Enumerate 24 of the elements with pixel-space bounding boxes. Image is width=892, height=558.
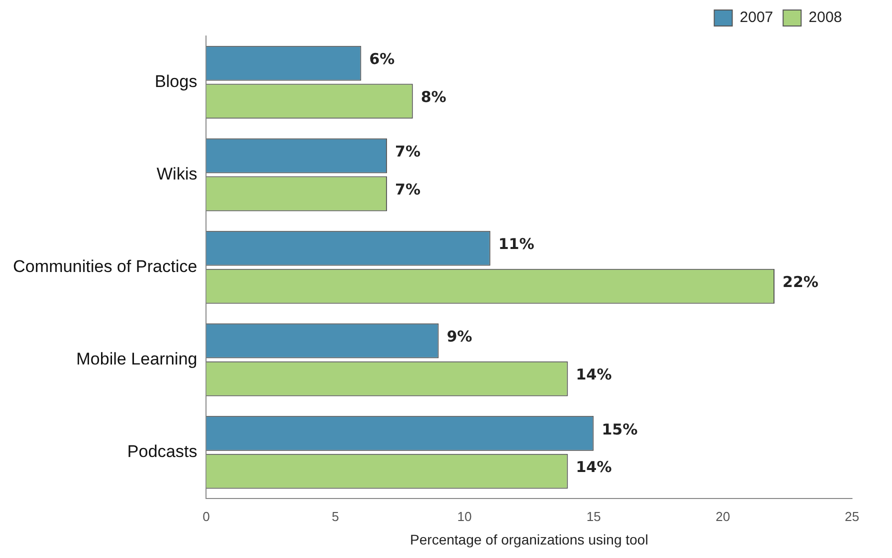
data-label: 14% — [576, 458, 612, 476]
data-label: 8% — [420, 88, 446, 106]
x-tick-label: 25 — [844, 508, 860, 524]
x-axis-title: Percentage of organizations using tool — [410, 531, 648, 548]
y-tick-label: Podcasts — [127, 442, 198, 462]
data-label: 11% — [498, 235, 534, 254]
data-label: 9% — [446, 328, 472, 346]
y-tick-label: Blogs — [154, 72, 198, 91]
legend-label: 2007 — [740, 9, 774, 26]
x-tick-label: 0 — [202, 508, 210, 524]
y-tick-label: Wikis — [156, 164, 198, 184]
x-tick-label: 15 — [586, 508, 601, 524]
data-label: 22% — [782, 273, 818, 292]
x-tick-label: 5 — [332, 508, 339, 524]
x-tick-label: 10 — [457, 508, 472, 524]
data-label: 14% — [576, 366, 612, 384]
data-label: 7% — [395, 180, 421, 199]
y-tick-label: Mobile Learning — [76, 350, 198, 369]
legend-label: 2008 — [808, 9, 842, 26]
data-label: 15% — [602, 420, 638, 438]
x-tick-label: 20 — [716, 508, 730, 524]
data-label: 7% — [395, 142, 421, 161]
data-label: 6% — [369, 50, 395, 68]
y-tick-label: Communities of Practice — [12, 256, 198, 276]
